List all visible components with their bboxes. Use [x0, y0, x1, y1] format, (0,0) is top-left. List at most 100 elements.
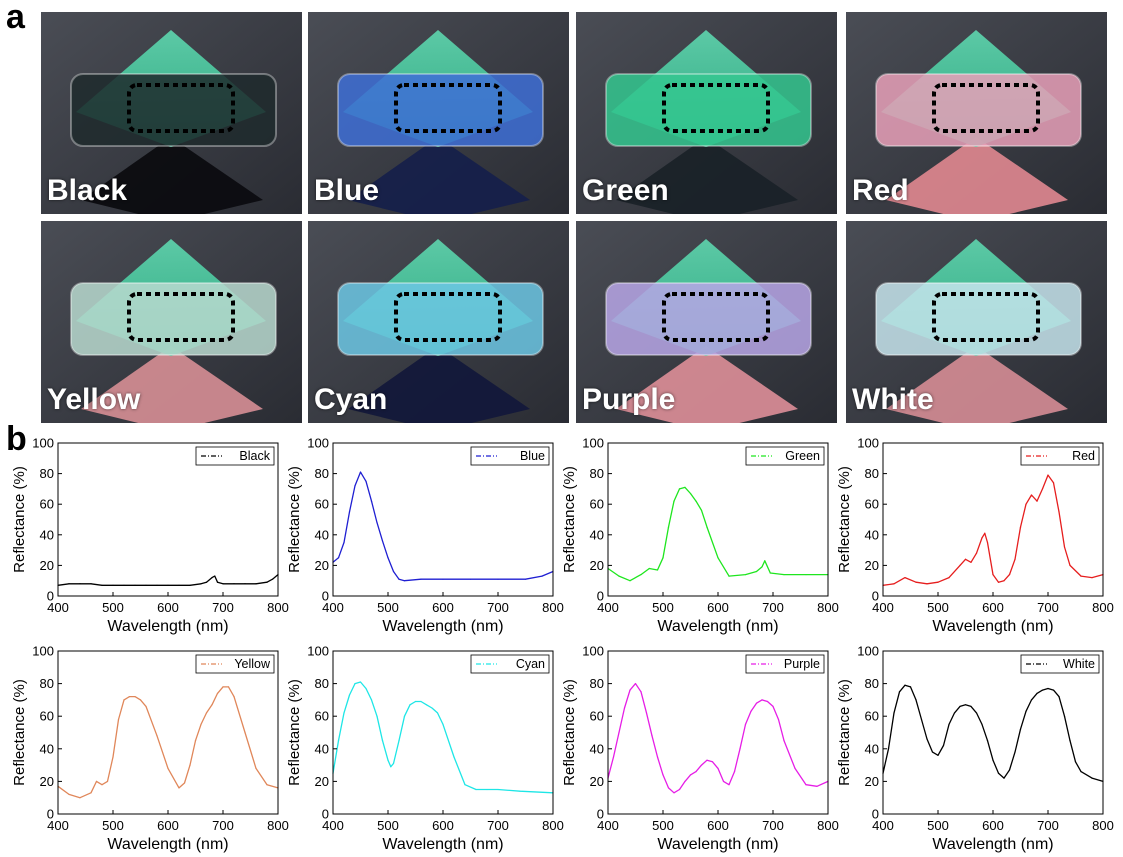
- data-point-black: [266, 581, 268, 583]
- y-tick-label: 80: [865, 466, 879, 481]
- data-point-green: [717, 557, 719, 559]
- photo-cyan: Cyan: [308, 221, 569, 423]
- data-point-cyan: [365, 687, 367, 690]
- y-tick-label: 20: [315, 774, 329, 789]
- data-point-yellow: [266, 784, 268, 786]
- chart-white: 400 500 600 700 800 0 20 40 60 80 100 Wavelength (n…: [836, 644, 1114, 854]
- data-point-red: [1091, 577, 1093, 579]
- x-tick-label: 400: [872, 600, 894, 615]
- y-tick-label: 100: [857, 436, 879, 451]
- data-point-white: [1014, 751, 1016, 753]
- data-point-blue: [524, 578, 527, 580]
- data-point-yellow: [244, 731, 246, 734]
- data-point-purple: [684, 780, 686, 783]
- data-point-white: [970, 705, 972, 708]
- y-tick-label: 0: [322, 589, 329, 604]
- data-point-green: [805, 573, 807, 576]
- data-point-red: [1063, 546, 1066, 548]
- data-point-red: [1008, 573, 1011, 576]
- data-point-cyan: [348, 694, 351, 696]
- x-tick-label: 600: [982, 600, 1004, 615]
- data-point-purple: [805, 784, 807, 786]
- y-tick-label: 40: [315, 527, 329, 542]
- x-tick-label: 600: [707, 818, 729, 833]
- data-point-black: [112, 584, 114, 586]
- data-point-white: [981, 723, 983, 725]
- data-point-cyan: [403, 715, 406, 717]
- photo-red: Red: [846, 12, 1107, 214]
- y-tick-label: 100: [582, 644, 604, 659]
- data-point-blue: [343, 541, 345, 544]
- data-point-green: [744, 573, 747, 576]
- data-point-white: [1036, 692, 1038, 694]
- data-point-cyan: [392, 762, 395, 765]
- legend-box: [195, 446, 275, 466]
- data-point-red: [1019, 526, 1022, 528]
- data-point-white: [898, 691, 901, 693]
- plot-frame: [607, 442, 829, 597]
- data-point-red: [1025, 503, 1027, 505]
- y-tick-label: 0: [872, 589, 879, 604]
- y-tick-label: 40: [590, 527, 604, 542]
- x-tick-label: 500: [102, 818, 124, 833]
- y-tick-label: 100: [307, 644, 329, 659]
- data-point-blue: [359, 471, 362, 473]
- y-axis-label: Reflectance (%): [836, 679, 853, 786]
- y-tick-label: 80: [315, 466, 329, 481]
- photo-label-cyan: Cyan: [314, 383, 388, 416]
- x-axis-label: Wavelength (nm): [657, 836, 778, 853]
- y-tick-label: 80: [40, 676, 54, 691]
- data-point-yellow: [227, 686, 230, 688]
- data-point-blue: [469, 578, 472, 580]
- data-point-yellow: [90, 792, 92, 794]
- data-point-white: [1008, 769, 1011, 771]
- photo-purple: Purple: [576, 221, 837, 423]
- data-point-yellow: [183, 782, 186, 784]
- data-point-red: [959, 564, 961, 567]
- y-tick-label: 0: [322, 807, 329, 822]
- x-tick-label: 600: [157, 600, 179, 615]
- data-point-purple: [717, 767, 719, 769]
- data-point-blue: [370, 500, 373, 502]
- x-tick-label: 500: [927, 818, 949, 833]
- data-point-purple: [645, 712, 648, 714]
- y-tick-label: 100: [32, 436, 54, 451]
- data-point-cyan: [442, 723, 444, 725]
- legend-label: White: [1063, 657, 1095, 671]
- data-point-cyan: [420, 700, 422, 703]
- data-point-green: [684, 486, 686, 488]
- y-tick-label: 100: [857, 644, 879, 659]
- legend-box: [745, 446, 825, 466]
- data-point-red: [997, 581, 1000, 583]
- y-tick-label: 40: [865, 527, 879, 542]
- data-point-red: [926, 583, 928, 585]
- x-axis-label: Wavelength (nm): [382, 836, 503, 853]
- data-point-white: [1003, 777, 1005, 779]
- data-point-white: [959, 705, 961, 708]
- data-point-purple: [794, 767, 796, 769]
- y-tick-label: 40: [865, 741, 879, 756]
- y-tick-label: 0: [872, 807, 879, 822]
- data-point-black: [244, 583, 246, 585]
- data-point-black: [167, 584, 169, 586]
- y-tick-label: 60: [590, 497, 604, 512]
- data-point-green: [648, 567, 650, 570]
- x-tick-label: 800: [267, 818, 289, 833]
- data-point-cyan: [414, 700, 417, 703]
- data-point-green: [755, 570, 758, 573]
- data-point-white: [1080, 771, 1082, 773]
- data-point-red: [984, 532, 986, 534]
- data-point-black: [271, 578, 274, 580]
- data-point-green: [673, 500, 675, 502]
- y-tick-label: 100: [32, 644, 54, 659]
- data-point-red: [1047, 474, 1049, 476]
- y-axis-label: Reflectance (%): [836, 466, 853, 573]
- y-tick-label: 60: [865, 709, 879, 724]
- x-tick-label: 400: [47, 818, 69, 833]
- data-point-black: [200, 583, 202, 585]
- data-point-black: [123, 584, 125, 586]
- x-tick-label: 700: [487, 818, 509, 833]
- data-point-black: [101, 584, 103, 586]
- data-point-cyan: [409, 704, 411, 706]
